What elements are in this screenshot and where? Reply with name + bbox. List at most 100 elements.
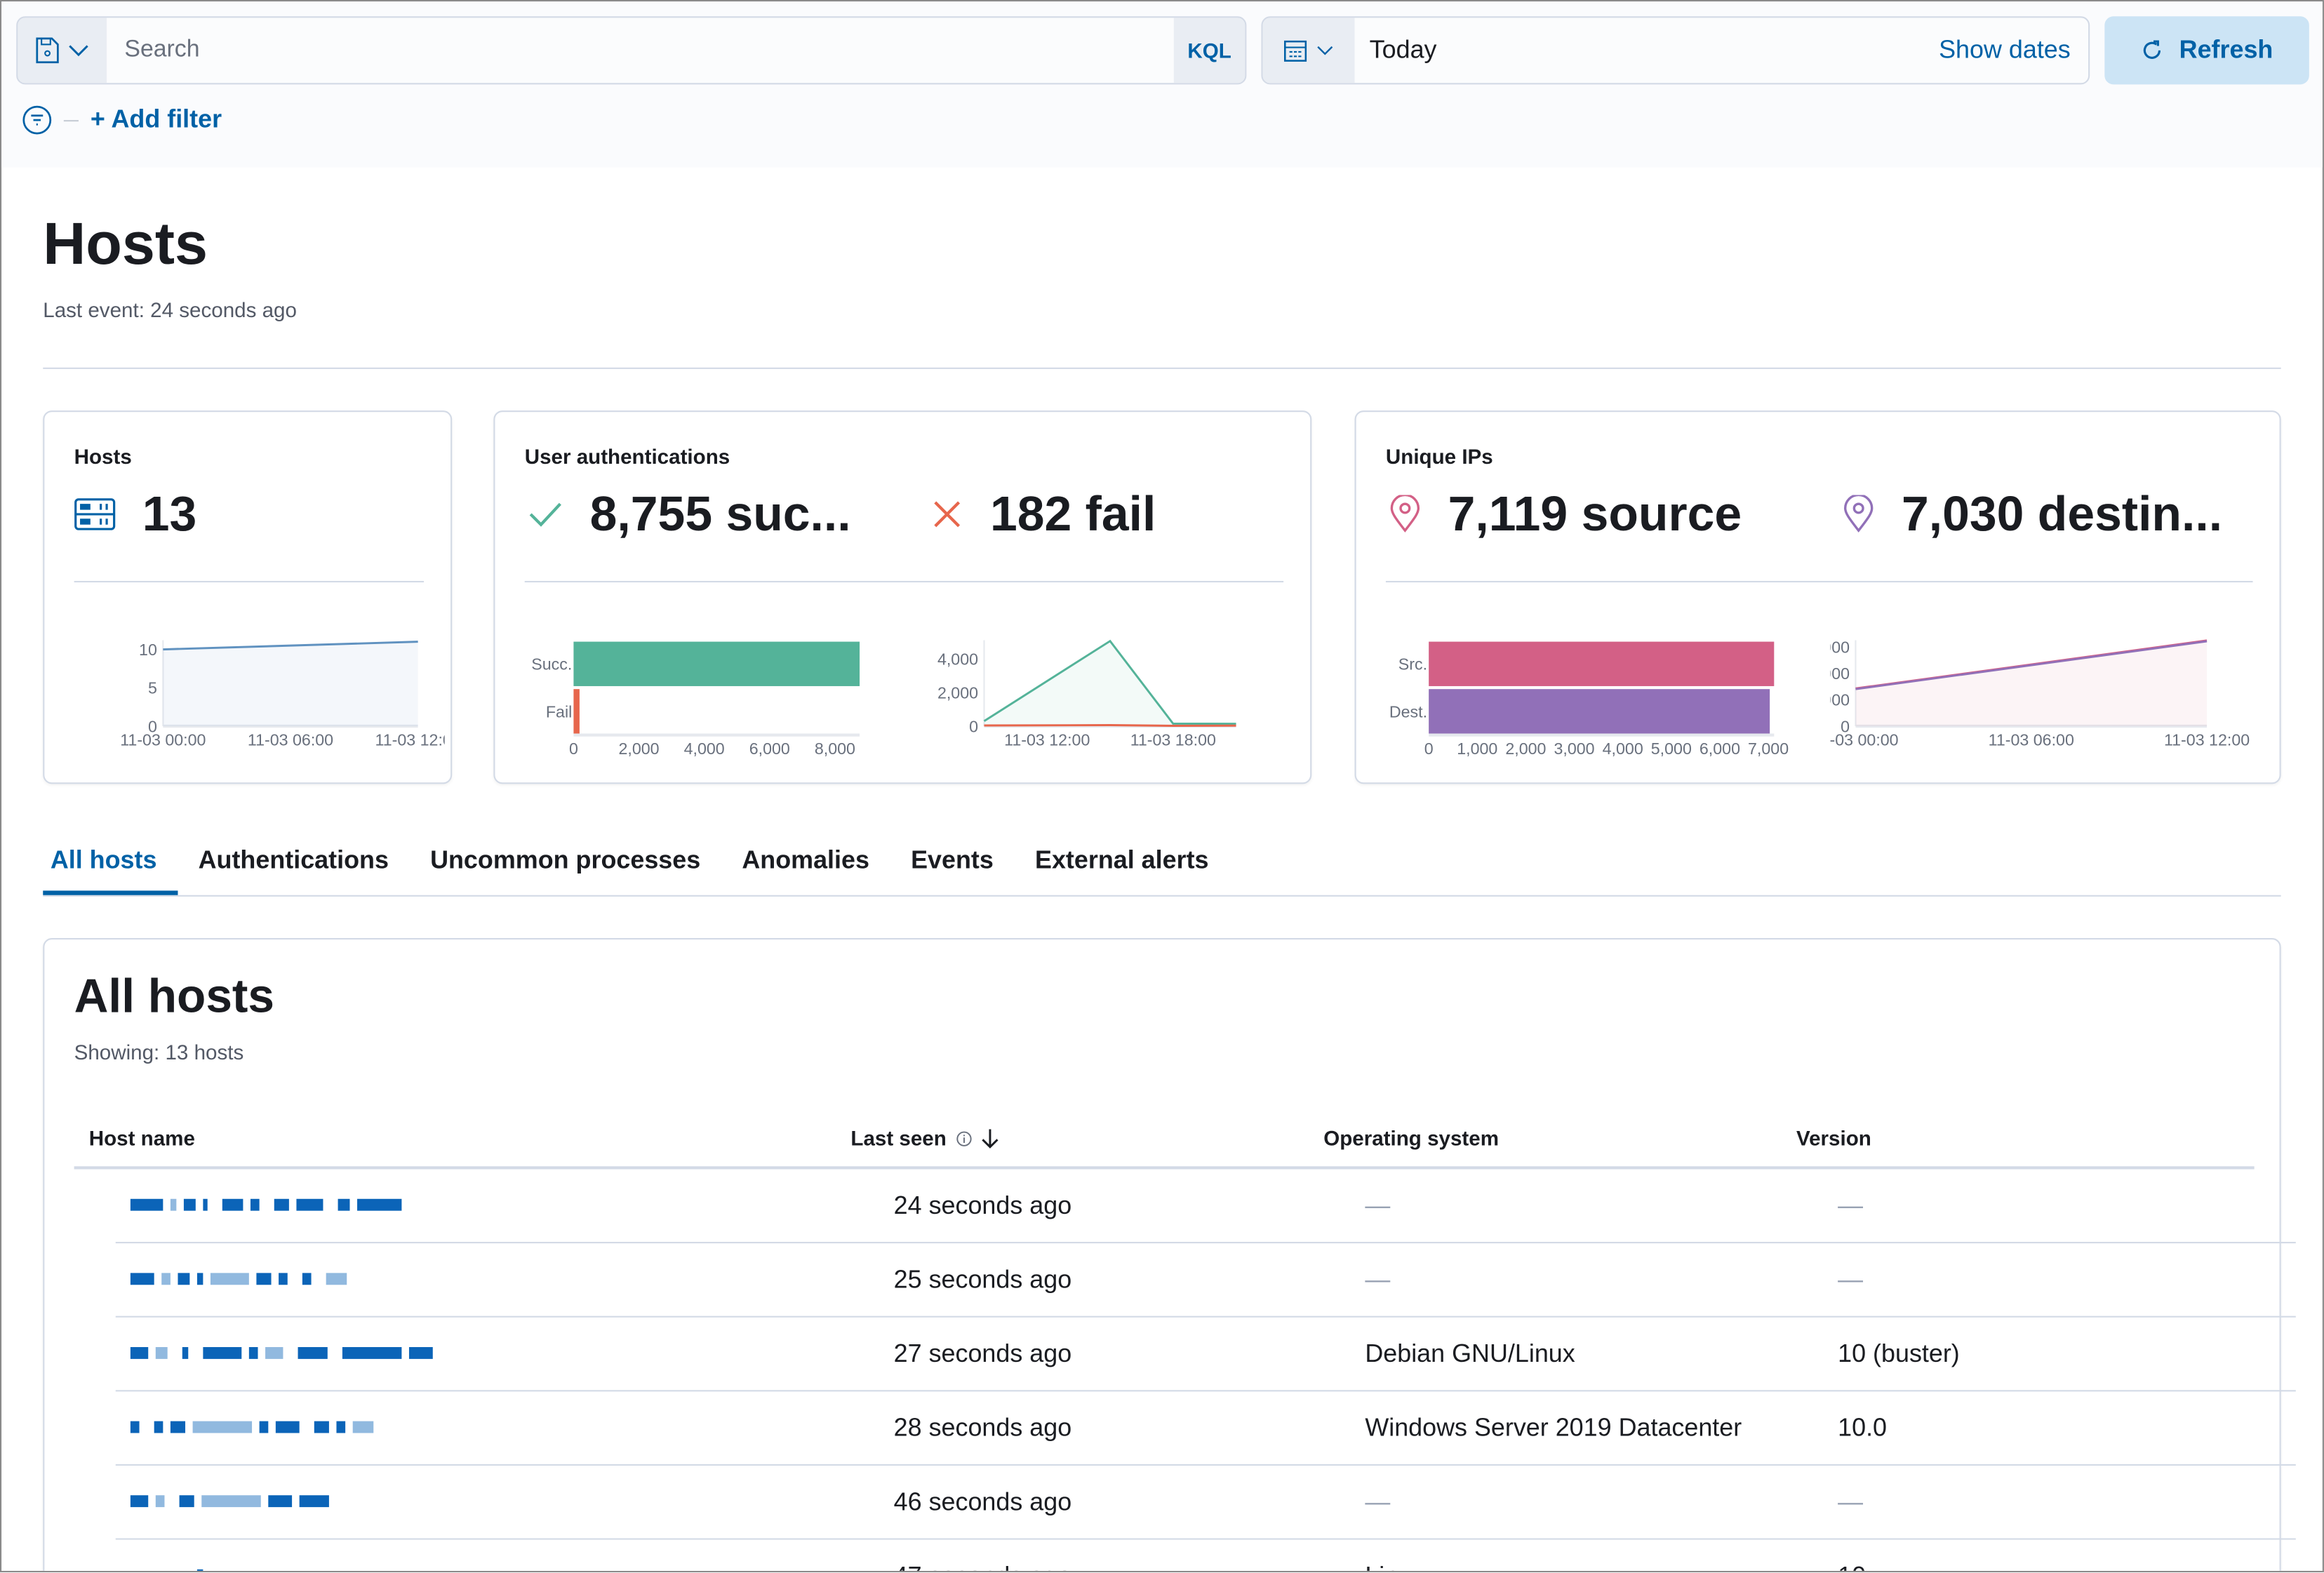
x-tick-label: 11-03 00:00 (120, 730, 206, 749)
column-version[interactable]: Version (1796, 1126, 1871, 1151)
redacted-block (210, 1273, 249, 1285)
os-cell: Debian GNU/Linux (1365, 1339, 1575, 1368)
redacted-block (170, 1421, 186, 1433)
x-tick-label: 6,000 (749, 739, 790, 758)
hosts-chart: 0 5 10 11-03 00:00 11-03 06:00 11-03 12:00 (120, 640, 445, 749)
version-cell: — (1838, 1265, 1864, 1294)
column-last-seen[interactable]: Last seen (850, 1126, 998, 1150)
y-tick-label: 6,000 (1831, 638, 1850, 656)
host-name-link[interactable] (131, 1567, 211, 1571)
panel-title: Hosts (74, 444, 132, 469)
y-tick-label: 4,000 (1831, 664, 1850, 683)
series-area (1855, 640, 2208, 726)
redacted-block (154, 1421, 163, 1433)
last-seen-cell: 27 seconds ago (893, 1339, 1072, 1368)
panel-title: Unique IPs (1385, 444, 1493, 469)
table-row: 25 seconds ago — — (115, 1243, 2296, 1318)
refresh-button[interactable]: Refresh (2104, 16, 2309, 85)
table-row: 47 seconds ago Linux 10 (116, 1540, 2296, 1571)
version-cell: 10 (buster) (1838, 1339, 1960, 1368)
tab-anomalies[interactable]: Anomalies (742, 846, 869, 875)
tab-all-hosts[interactable]: All hosts (43, 831, 178, 895)
hosts-tabs: All hosts Authentications Uncommon proce… (43, 831, 2281, 897)
show-dates-link[interactable]: Show dates (1939, 35, 2071, 64)
last-seen-cell: 25 seconds ago (893, 1265, 1072, 1294)
filter-row: + Add filter (22, 105, 222, 135)
x-tick-label: 11-03 12:00 (2164, 730, 2250, 749)
redacted-block (336, 1421, 346, 1433)
version-cell: — (1838, 1191, 1864, 1220)
tab-events[interactable]: Events (911, 846, 994, 875)
x-tick-label: 4,000 (1603, 739, 1643, 758)
date-value[interactable]: Today (1369, 35, 1437, 64)
saved-query-button[interactable] (18, 18, 107, 83)
info-icon[interactable] (956, 1130, 972, 1146)
sort-descending-icon[interactable] (980, 1127, 998, 1149)
table-row: 27 seconds ago Debian GNU/Linux 10 (buster… (115, 1318, 2296, 1392)
column-operating-system[interactable]: Operating system (1323, 1126, 1499, 1151)
x-tick-label: 11-03 06:00 (248, 730, 333, 749)
all-hosts-panel: All hosts Showing: 13 hosts Host name La… (43, 938, 2296, 1571)
y-tick-label: 0 (1841, 717, 1850, 735)
ips-area-chart: 0 2,000 4,000 6,000 11-03 00:00 11-03 06:00 11… (1831, 638, 2250, 749)
host-name-link[interactable] (130, 1418, 381, 1435)
hosts-icon (74, 498, 116, 530)
os-cell: — (1365, 1191, 1391, 1220)
x-tick-label: 6,000 (1699, 739, 1740, 758)
redacted-block (302, 1273, 312, 1285)
hosts-count: 13 (142, 486, 197, 541)
divider (1385, 580, 2253, 583)
auth-bar-chart: Succ. Fail 0 2,000 4,000 6,000 8,000 (531, 641, 860, 758)
tab-authentications[interactable]: Authentications (198, 846, 389, 875)
os-cell: — (1365, 1487, 1391, 1516)
search-input[interactable]: Search (124, 36, 200, 62)
redacted-block (222, 1198, 243, 1211)
map-marker-icon (1390, 495, 1420, 533)
x-tick-label: 11-03 00:00 (1831, 730, 1899, 749)
quick-date-button[interactable] (1262, 18, 1355, 83)
host-name-link[interactable] (130, 1344, 440, 1362)
y-tick-label: 2,000 (937, 683, 978, 702)
panel-title: User authentications (524, 444, 730, 469)
x-tick-label: 0 (1424, 739, 1434, 758)
host-name-link[interactable] (130, 1196, 409, 1214)
redacted-block (275, 1421, 300, 1433)
redacted-block (299, 1495, 329, 1508)
category-label: Dest. (1389, 702, 1427, 721)
hosts-stat: 13 (74, 486, 197, 542)
host-name-link[interactable] (130, 1492, 337, 1510)
redacted-block (155, 1346, 168, 1359)
chevron-down-icon (1317, 46, 1333, 55)
x-tick-label: 11-03 12:00 (1004, 730, 1090, 749)
series-line (1855, 640, 2208, 690)
source-ips-value: 7,119 source (1448, 486, 1742, 541)
redacted-block (265, 1346, 283, 1359)
divider (74, 580, 425, 583)
tab-external-alerts[interactable]: External alerts (1035, 846, 1209, 875)
redacted-block (183, 1198, 196, 1211)
redacted-block (203, 1198, 208, 1211)
tab-uncommon-processes[interactable]: Uncommon processes (430, 846, 701, 875)
redacted-block (182, 1346, 189, 1359)
hosts-kpi-panel: Hosts 13 0 5 10 11-03 00:00 11-03 06:00 11-03… (43, 410, 453, 784)
os-cell: Windows Server 2019 Datacenter (1365, 1414, 1742, 1443)
last-seen-cell: 28 seconds ago (893, 1414, 1072, 1443)
series-line (984, 724, 1236, 727)
series-area (163, 641, 418, 726)
chevron-down-icon (69, 45, 88, 57)
redacted-block (314, 1421, 329, 1433)
category-label: Src. (1398, 655, 1427, 674)
last-seen-cell: 24 seconds ago (893, 1191, 1072, 1220)
search-bar: Search KQL (16, 16, 1247, 85)
add-filter-button[interactable]: + Add filter (90, 105, 222, 134)
kql-button[interactable]: KQL (1173, 18, 1246, 83)
redacted-block (130, 1273, 154, 1285)
auth-fail-stat: 182 fail (930, 486, 1156, 542)
cross-icon (934, 501, 961, 528)
save-icon (36, 37, 59, 64)
column-host-name[interactable]: Host name (88, 1126, 195, 1151)
redacted-block (259, 1421, 269, 1433)
host-name-link[interactable] (130, 1270, 354, 1287)
redacted-block (357, 1198, 402, 1211)
filter-menu-icon[interactable] (22, 105, 52, 135)
